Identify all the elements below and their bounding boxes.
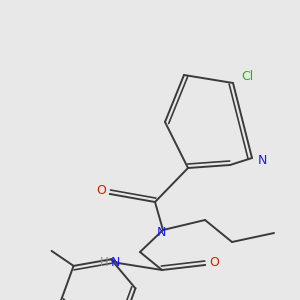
Text: N: N: [156, 226, 166, 238]
Text: N: N: [257, 154, 267, 166]
Text: N: N: [110, 256, 120, 268]
Text: O: O: [209, 256, 219, 269]
Text: H: H: [100, 256, 108, 268]
Text: O: O: [96, 184, 106, 197]
Text: Cl: Cl: [241, 70, 253, 83]
